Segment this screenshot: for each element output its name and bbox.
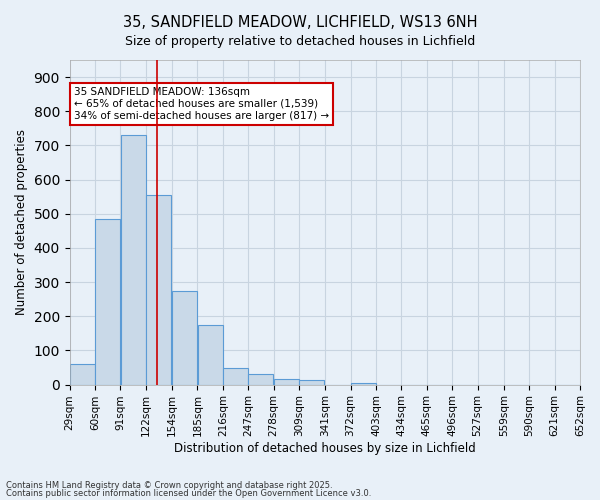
Text: Contains HM Land Registry data © Crown copyright and database right 2025.: Contains HM Land Registry data © Crown c…: [6, 481, 332, 490]
Bar: [197, 325, 223, 384]
Bar: [70, 364, 95, 384]
Bar: [351, 383, 376, 384]
Bar: [299, 380, 324, 384]
Bar: [95, 219, 120, 384]
Text: Size of property relative to detached houses in Lichfield: Size of property relative to detached ho…: [125, 35, 475, 48]
Bar: [172, 290, 197, 384]
Bar: [223, 368, 248, 384]
Y-axis label: Number of detached properties: Number of detached properties: [15, 130, 28, 316]
Bar: [121, 135, 146, 384]
Text: 35, SANDFIELD MEADOW, LICHFIELD, WS13 6NH: 35, SANDFIELD MEADOW, LICHFIELD, WS13 6N…: [123, 15, 477, 30]
Bar: [274, 380, 299, 384]
X-axis label: Distribution of detached houses by size in Lichfield: Distribution of detached houses by size …: [174, 442, 476, 455]
Bar: [248, 374, 274, 384]
Text: 35 SANDFIELD MEADOW: 136sqm
← 65% of detached houses are smaller (1,539)
34% of : 35 SANDFIELD MEADOW: 136sqm ← 65% of det…: [74, 88, 329, 120]
Text: Contains public sector information licensed under the Open Government Licence v3: Contains public sector information licen…: [6, 488, 371, 498]
Bar: [146, 195, 171, 384]
